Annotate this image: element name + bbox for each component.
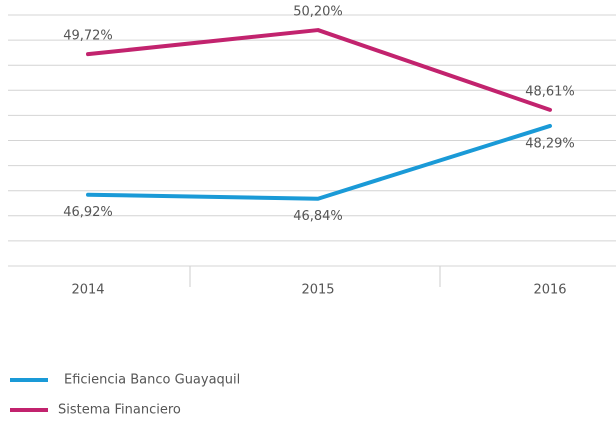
x-tick-label: 2014: [71, 283, 104, 298]
x-tick-label: 2016: [533, 283, 566, 298]
data-label: 48,29%: [525, 136, 575, 151]
data-label: 46,84%: [293, 209, 343, 224]
data-label: 48,61%: [525, 84, 575, 99]
legend-label: Eficiencia Banco Guayaquil: [64, 373, 240, 388]
data-label: 50,20%: [293, 5, 343, 20]
line: [86, 123, 552, 201]
data-label: 46,92%: [63, 205, 113, 220]
data-label: 49,72%: [63, 29, 113, 44]
line: [86, 28, 552, 112]
legend-label: Sistema Financiero: [58, 403, 181, 418]
x-tick-label: 2015: [301, 283, 334, 298]
